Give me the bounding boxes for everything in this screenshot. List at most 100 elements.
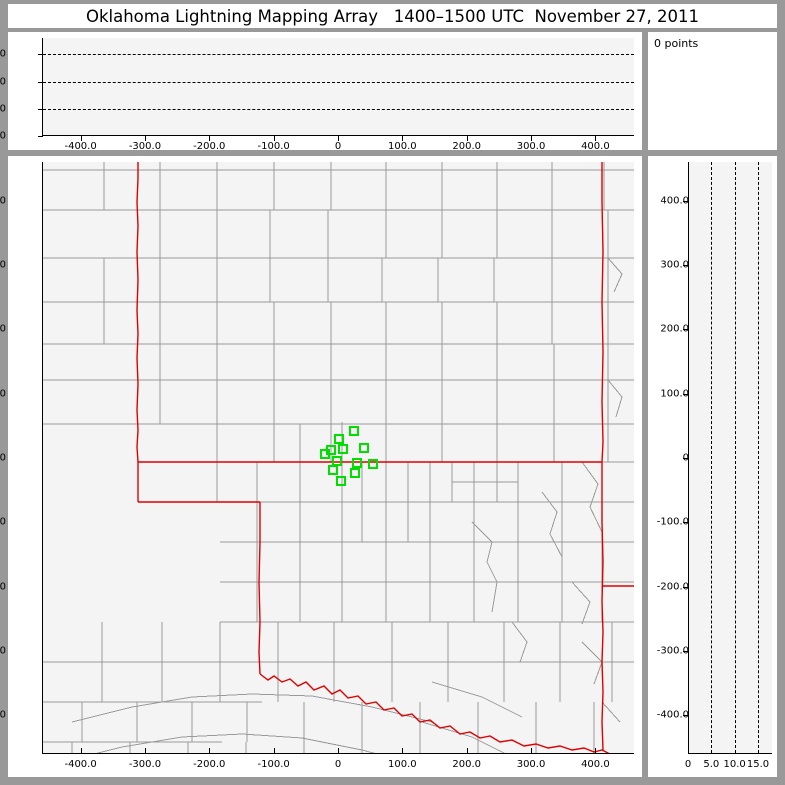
y-tick-mark: [38, 136, 43, 137]
y-tick-label: -200.0: [0, 581, 6, 593]
time-height-panel: 0 5.0 10.0 15.0 -400.0 -300.0 -200.0 -100.0 0 10…: [0, 32, 642, 152]
time-height-x-axis: [42, 135, 634, 136]
x-tick-label: 0: [684, 759, 692, 770]
y-tick-label: -400.0: [656, 709, 689, 721]
x-tick-label: 100.0: [388, 759, 417, 770]
x-tick-mark: [531, 136, 533, 141]
x-tick-label: 300.0: [516, 759, 546, 770]
gridline-horizontal: [43, 54, 634, 56]
y-tick-mark: [42, 393, 43, 395]
x-tick-label: 5.0: [703, 759, 720, 770]
y-tick-mark: [42, 586, 43, 588]
x-tick-label: 200.0: [452, 759, 482, 770]
x-tick-label: 10.0: [723, 759, 746, 770]
y-tick-mark: [42, 715, 43, 717]
y-tick-label: 5.0: [0, 103, 6, 115]
y-tick-mark: [683, 329, 689, 331]
gridline-horizontal: [43, 108, 634, 110]
y-tick-mark: [42, 264, 43, 266]
x-tick-label: -300.0: [128, 141, 162, 152]
plan-view-plot-area[interactable]: [42, 162, 634, 754]
lma-station-marker: [338, 443, 349, 454]
y-tick-mark: [683, 200, 689, 202]
page-title: Oklahoma Lightning Mapping Array 1400–15…: [85, 6, 700, 26]
gridline-vertical: [711, 162, 713, 753]
lma-station-marker: [351, 457, 362, 468]
y-tick-label: 100.0: [660, 388, 689, 400]
x-tick-label: -300.0: [128, 759, 162, 770]
x-tick-mark: [338, 748, 339, 754]
plan-view-map-panel: -400.0 -300.0 -200.0 -100.0 0 100.0 200.0 300.0…: [0, 156, 642, 777]
x-tick-mark: [595, 748, 597, 754]
title-bar: Oklahoma Lightning Mapping Array 1400–15…: [8, 4, 777, 28]
y-tick-label: -100.0: [0, 516, 6, 528]
state-borders: [136, 162, 634, 754]
y-tick-mark: [683, 715, 689, 717]
y-tick-label: 300.0: [0, 259, 6, 271]
lma-station-marker: [327, 464, 338, 475]
y-tick-mark: [42, 651, 43, 653]
y-tick-label: -400.0: [0, 709, 6, 721]
gridline-vertical: [734, 162, 736, 753]
y-tick-label: 400.0: [0, 195, 6, 207]
histogram-x-axis: [688, 753, 772, 754]
lma-station-marker: [349, 425, 360, 436]
x-tick-mark: [80, 136, 82, 141]
x-tick-label: -400.0: [64, 759, 97, 770]
y-tick-label: 0: [0, 452, 6, 464]
x-tick-mark: [402, 748, 404, 754]
map-geography: [42, 162, 634, 754]
height-histogram-plot-area[interactable]: [683, 162, 772, 754]
y-tick-label: 200.0: [660, 323, 689, 335]
x-tick-mark: [466, 748, 468, 754]
lma-station-marker: [367, 458, 378, 469]
y-tick-label: 400.0: [660, 195, 689, 207]
y-tick-label: -300.0: [0, 645, 6, 657]
y-tick-mark: [42, 329, 43, 331]
gridline-horizontal: [43, 81, 634, 83]
x-tick-label: -100.0: [257, 759, 290, 770]
x-tick-mark: [273, 748, 275, 754]
lma-station-marker: [334, 433, 345, 444]
y-tick-mark: [683, 651, 689, 653]
y-tick-label: 200.0: [0, 323, 6, 335]
y-tick-mark: [42, 458, 43, 459]
x-tick-label: -200.0: [193, 141, 226, 152]
y-tick-mark: [683, 586, 689, 588]
y-tick-label: 300.0: [660, 259, 689, 271]
y-tick-mark: [38, 108, 43, 110]
x-tick-label: 400.0: [581, 141, 610, 152]
y-tick-label: 10.0: [0, 76, 6, 88]
x-tick-mark: [209, 748, 211, 754]
y-tick-label: -100.0: [656, 516, 689, 528]
x-tick-label: -100.0: [257, 141, 290, 152]
point-count-label: 0 points: [654, 37, 699, 50]
info-panel: 0 points: [648, 32, 777, 150]
y-tick-mark: [42, 200, 43, 202]
y-tick-mark: [42, 522, 43, 524]
x-tick-label: 300.0: [516, 141, 546, 152]
x-tick-label: 0: [334, 141, 342, 152]
y-tick-label: 100.0: [0, 388, 6, 400]
y-tick-mark: [683, 458, 689, 459]
lma-station-marker: [320, 449, 331, 460]
x-tick-mark: [595, 136, 597, 141]
x-tick-mark: [402, 136, 404, 141]
x-tick-mark: [144, 136, 146, 141]
time-height-plot-area[interactable]: [38, 38, 634, 141]
x-tick-label: 0: [334, 759, 342, 770]
y-tick-mark: [683, 264, 689, 266]
y-tick-label: -200.0: [656, 581, 689, 593]
time-height-y-axis: [42, 38, 43, 136]
x-tick-mark: [466, 136, 468, 141]
x-tick-label: -400.0: [64, 141, 97, 152]
lma-station-marker: [336, 476, 347, 487]
x-tick-mark: [531, 748, 533, 754]
y-tick-label: -300.0: [656, 645, 689, 657]
x-tick-mark: [273, 136, 275, 141]
y-tick-label: 0: [0, 130, 6, 142]
y-tick-label: 15.0: [0, 48, 6, 60]
x-tick-mark: [80, 748, 82, 754]
lma-station-marker: [358, 443, 369, 454]
